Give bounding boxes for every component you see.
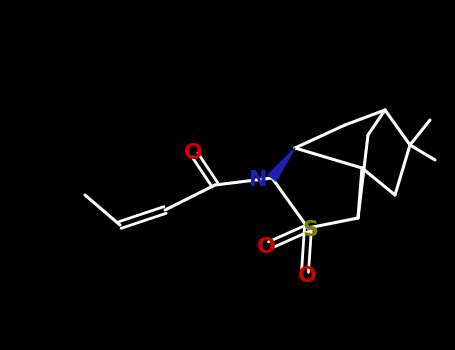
Text: N: N [249, 170, 267, 190]
Text: S: S [302, 220, 318, 240]
Text: O: O [183, 143, 202, 163]
Polygon shape [268, 148, 295, 181]
Text: O: O [298, 266, 317, 286]
Text: O: O [257, 237, 275, 257]
